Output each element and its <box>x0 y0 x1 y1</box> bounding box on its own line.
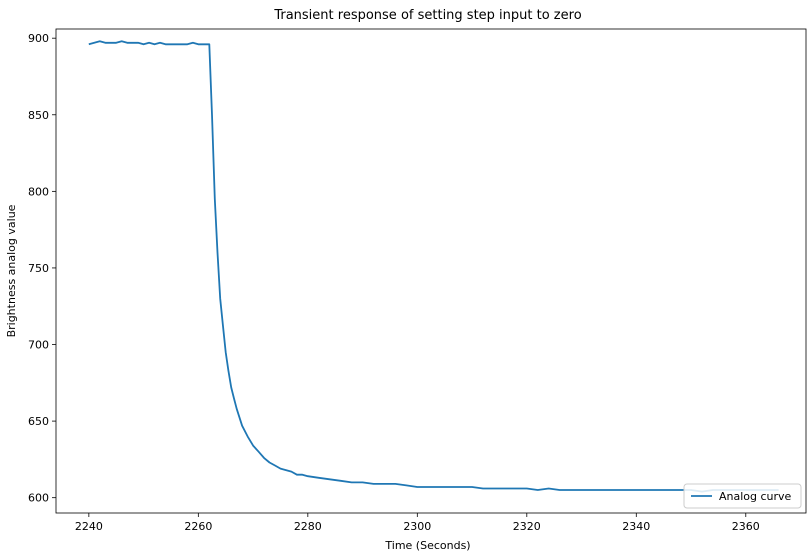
x-tick-label: 2300 <box>403 520 431 533</box>
x-tick-label: 2360 <box>732 520 760 533</box>
x-axis: 2240 2260 2280 2300 2320 2340 2360 <box>75 513 760 533</box>
x-axis-label: Time (Seconds) <box>384 539 470 552</box>
y-tick-label: 850 <box>28 109 49 122</box>
x-tick-label: 2320 <box>513 520 541 533</box>
legend-box <box>683 483 802 509</box>
y-tick-label: 900 <box>28 32 49 45</box>
x-tick-label: 2260 <box>184 520 212 533</box>
x-tick-label: 2340 <box>622 520 650 533</box>
y-tick-label: 700 <box>28 339 49 352</box>
legend-entry-label: Analog curve <box>719 490 792 503</box>
y-axis-label: Brightness analog value <box>5 204 18 337</box>
y-tick-label: 650 <box>28 415 49 428</box>
plot-frame <box>55 28 807 514</box>
plot-area <box>55 28 807 514</box>
x-tick-label: 2240 <box>75 520 103 533</box>
x-tick-label: 2280 <box>294 520 322 533</box>
chart-title: Transient response of setting step input… <box>273 8 581 23</box>
y-axis: 600 650 700 750 800 850 900 <box>28 32 56 505</box>
series-line-analog-curve <box>88 40 779 493</box>
y-tick-label: 600 <box>28 492 49 505</box>
y-tick-label: 800 <box>28 185 49 198</box>
y-tick-label: 750 <box>28 262 49 275</box>
legend: Analog curve <box>683 483 802 509</box>
